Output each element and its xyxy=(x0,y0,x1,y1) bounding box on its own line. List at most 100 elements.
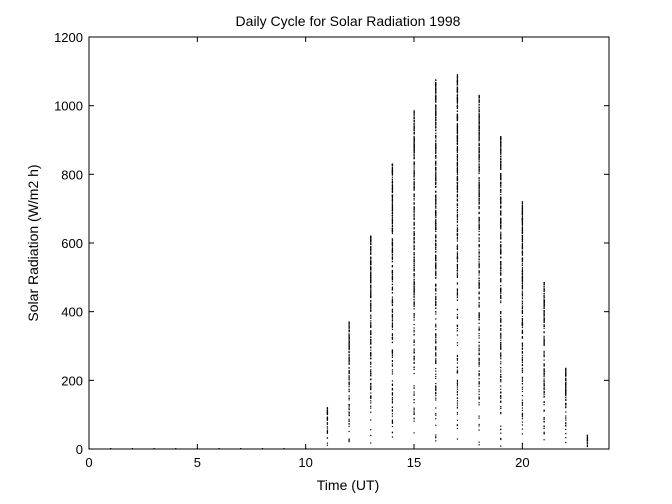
data-point xyxy=(413,242,415,244)
data-point xyxy=(478,264,480,266)
data-point xyxy=(521,246,524,248)
data-point xyxy=(435,240,437,242)
data-point xyxy=(435,222,437,224)
data-point xyxy=(391,364,394,367)
data-point xyxy=(435,386,437,388)
data-point xyxy=(326,431,329,433)
data-point xyxy=(435,246,437,248)
data-point xyxy=(565,399,567,401)
data-point xyxy=(435,298,437,300)
data-point xyxy=(348,343,350,346)
data-point xyxy=(456,371,459,374)
data-point xyxy=(413,144,415,146)
data-point xyxy=(348,359,350,361)
data-point xyxy=(413,161,415,163)
data-point xyxy=(391,208,394,210)
data-point xyxy=(521,206,524,208)
y-tick-label: 1000 xyxy=(54,99,83,114)
data-point xyxy=(456,230,459,233)
data-point xyxy=(500,207,502,209)
data-point xyxy=(456,400,459,402)
data-point xyxy=(435,118,437,121)
data-point xyxy=(391,384,394,386)
data-point xyxy=(391,415,394,417)
data-point xyxy=(413,147,415,149)
data-point xyxy=(478,317,480,319)
data-point xyxy=(435,326,437,328)
data-point xyxy=(391,231,394,233)
data-point xyxy=(435,146,437,148)
data-point xyxy=(370,383,372,385)
data-point xyxy=(435,235,437,237)
hour-strip-22 xyxy=(565,367,567,444)
data-point xyxy=(478,326,480,328)
data-point xyxy=(478,117,480,120)
data-point xyxy=(500,371,502,373)
data-point xyxy=(521,284,524,286)
data-point xyxy=(500,361,502,363)
data-point xyxy=(391,436,394,438)
data-point xyxy=(348,326,350,328)
data-point xyxy=(391,247,394,249)
data-point xyxy=(348,378,350,380)
data-point xyxy=(413,171,415,173)
data-point xyxy=(435,340,437,342)
data-point xyxy=(543,296,545,298)
data-point xyxy=(391,287,394,289)
data-point xyxy=(456,404,459,406)
data-point xyxy=(478,243,480,246)
data-point xyxy=(456,325,459,328)
data-point xyxy=(456,114,459,116)
data-point xyxy=(456,107,459,109)
data-point xyxy=(413,274,415,276)
data-point xyxy=(456,275,459,277)
data-point xyxy=(348,386,350,388)
data-point xyxy=(348,407,350,409)
data-point xyxy=(435,277,437,279)
data-point xyxy=(500,202,502,205)
data-point xyxy=(521,359,524,361)
data-point xyxy=(565,385,567,387)
hour-strip-4 xyxy=(175,448,177,450)
data-point xyxy=(478,281,480,283)
hour-strip-13 xyxy=(370,235,372,444)
data-point xyxy=(391,196,394,199)
data-point xyxy=(348,322,350,324)
data-point xyxy=(565,383,567,385)
data-point xyxy=(391,243,394,245)
x-tick-label: 10 xyxy=(298,455,312,470)
data-point xyxy=(435,336,437,338)
data-point xyxy=(521,220,524,222)
data-point xyxy=(413,352,415,354)
data-point xyxy=(435,215,437,217)
data-point xyxy=(391,359,394,362)
data-point xyxy=(435,296,437,299)
data-point xyxy=(391,265,394,267)
data-point xyxy=(500,267,502,269)
data-point xyxy=(348,346,350,348)
data-point xyxy=(543,381,545,383)
data-point xyxy=(370,407,372,409)
data-point xyxy=(543,359,545,361)
data-point xyxy=(543,303,545,305)
data-point xyxy=(478,298,480,300)
data-point xyxy=(500,168,502,170)
data-point xyxy=(391,217,394,219)
y-tick-label: 0 xyxy=(76,442,83,457)
data-point xyxy=(478,335,480,337)
data-point xyxy=(413,184,415,186)
data-point xyxy=(456,142,459,145)
data-point xyxy=(500,212,502,215)
data-point xyxy=(478,293,480,295)
data-point xyxy=(391,394,394,396)
data-point xyxy=(586,438,589,441)
data-point xyxy=(456,102,459,104)
data-point xyxy=(478,183,480,185)
data-point xyxy=(456,82,459,84)
data-point xyxy=(478,328,480,331)
data-point xyxy=(413,139,415,141)
data-point xyxy=(391,176,394,178)
data-point xyxy=(326,432,329,434)
data-point xyxy=(370,273,372,276)
data-point xyxy=(521,277,524,279)
